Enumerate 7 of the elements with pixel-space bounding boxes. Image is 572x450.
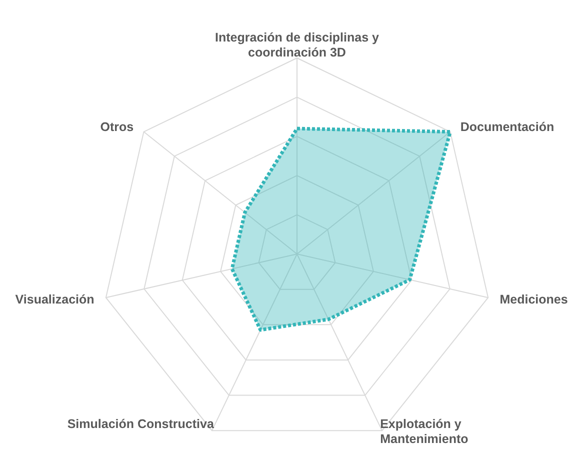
spoke-label: Simulación Constructiva — [67, 417, 215, 432]
spoke-label: Otros — [100, 120, 134, 134]
spoke-label: Integración de disciplinas y coordinación 3D — [215, 30, 380, 60]
spoke-label: Visualización — [15, 292, 94, 306]
spoke-label: Explotación y Mantenimiento — [380, 417, 469, 446]
spoke-label: Mediciones — [500, 292, 568, 306]
spoke-label: Documentación — [460, 120, 554, 134]
